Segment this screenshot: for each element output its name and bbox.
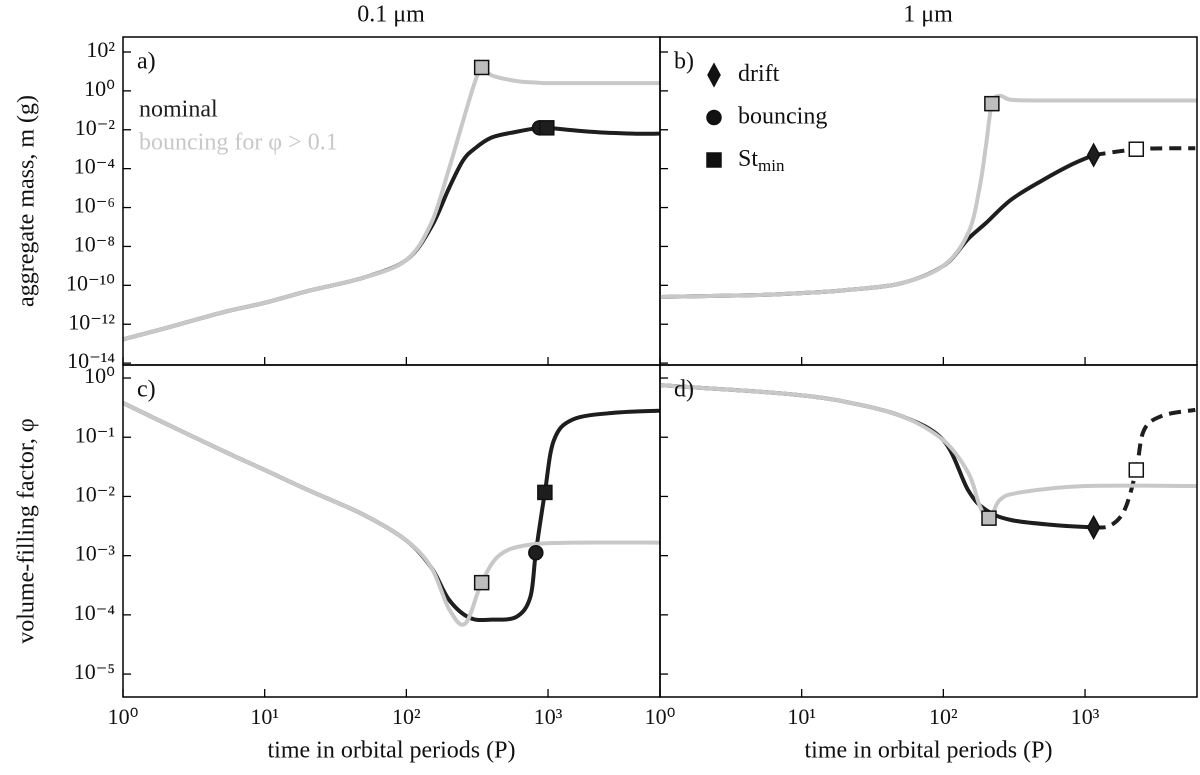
y-tick-label: 10⁻¹² — [68, 309, 115, 334]
legend-label: drift — [738, 61, 780, 87]
x-tick-label: 10² — [929, 704, 958, 729]
plot-area — [660, 93, 1197, 300]
y-tick-label: 10⁻⁶ — [74, 193, 115, 218]
marker-circle — [706, 109, 722, 126]
series-line — [660, 93, 1197, 300]
series-line — [1093, 146, 1196, 158]
legend-label-sub: min — [758, 156, 785, 175]
y-tick-label: 10⁻⁸ — [74, 231, 115, 256]
series-line — [123, 65, 660, 342]
marker-diamond — [1086, 514, 1101, 540]
y-tick-label: 10⁻¹ — [75, 422, 115, 447]
axes-frame — [659, 364, 1198, 698]
legend-label-main: bouncing — [738, 103, 827, 129]
y-tick-label: 10⁻³ — [75, 541, 116, 566]
y-tick-label: 10⁰ — [84, 76, 115, 101]
x-axis-label: time in orbital periods (P) — [268, 738, 516, 764]
marker-circle — [528, 544, 544, 561]
column-title: 1 μm — [903, 2, 953, 28]
marker-square — [473, 59, 490, 76]
x-tick-label: 10⁰ — [108, 704, 139, 729]
legend-label: nominal — [139, 97, 218, 123]
legend-label: bouncing for φ > 0.1 — [139, 130, 338, 156]
legend-label: Stmin — [738, 146, 785, 175]
x-tick-label: 10¹ — [250, 704, 279, 729]
marker-square — [1128, 141, 1145, 157]
y-tick-label: 10⁻² — [75, 481, 116, 506]
x-tick-label: 10⁰ — [645, 704, 676, 729]
x-axis-label: time in orbital periods (P) — [805, 738, 1053, 764]
y-tick-label: 10⁻² — [75, 115, 116, 140]
x-tick-label: 10³ — [1071, 704, 1100, 729]
column-title: 0.1 μm — [357, 2, 425, 28]
x-tick-label: 10² — [392, 704, 421, 729]
y-tick-label: 10⁰ — [84, 363, 115, 388]
marker-square — [706, 152, 722, 168]
y-tick-label: 10⁻¹⁴ — [67, 348, 115, 373]
marker-square — [1128, 462, 1145, 478]
marker-diamond — [1086, 142, 1101, 168]
legend-label-main: St — [738, 146, 758, 172]
marker-square — [537, 484, 553, 501]
x-tick-label: 10³ — [534, 704, 563, 729]
panel-label: b) — [674, 49, 694, 75]
plot-area — [123, 400, 660, 627]
y-tick-label: 10⁻⁴ — [74, 600, 116, 625]
series-line — [660, 383, 1197, 523]
legend-label-main: drift — [738, 61, 780, 87]
panel-label: a) — [137, 49, 156, 75]
panel-label: d) — [674, 377, 694, 403]
marker-diamond — [707, 62, 721, 88]
x-tick-label: 10¹ — [787, 704, 816, 729]
marker-square — [984, 95, 1000, 112]
marker-square — [473, 574, 490, 591]
legend-label: bouncing — [738, 103, 827, 129]
y-tick-label: 10² — [86, 37, 115, 62]
panel-label: c) — [137, 377, 156, 403]
marker-square — [981, 510, 997, 526]
series-line — [123, 400, 660, 627]
y-axis-label: aggregate mass, m (g) — [14, 95, 40, 307]
y-tick-label: 10⁻⁴ — [74, 154, 116, 179]
y-axis-label: volume-filling factor, φ — [14, 418, 40, 644]
marker-square — [539, 120, 555, 136]
y-tick-label: 10⁻¹⁰ — [66, 270, 115, 295]
y-tick-label: 10⁻⁵ — [74, 659, 115, 684]
